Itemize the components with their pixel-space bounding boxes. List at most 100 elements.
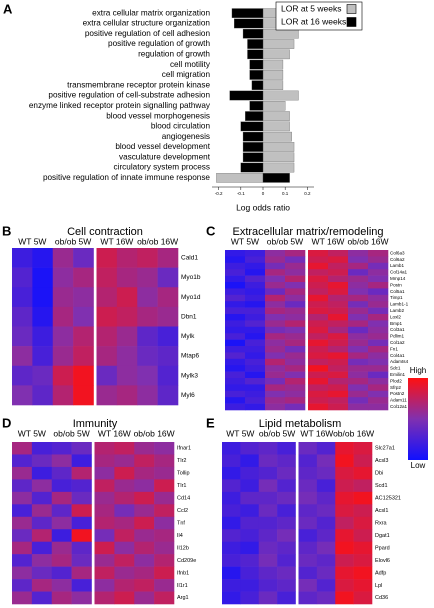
heatmap-cell bbox=[52, 346, 74, 367]
heatmap-cell bbox=[240, 554, 260, 567]
row-label: Cd36 bbox=[375, 595, 388, 601]
category-label: positive regulation of growth bbox=[108, 39, 210, 48]
heatmap-cell bbox=[114, 541, 135, 555]
heatmap-cell bbox=[73, 385, 94, 406]
heatmap-cell bbox=[114, 566, 135, 580]
heatmap-cell bbox=[335, 504, 354, 518]
heatmap-cell bbox=[157, 287, 179, 308]
heatmap-cell bbox=[353, 529, 373, 542]
heatmap-cell bbox=[265, 288, 286, 296]
heatmap-cell bbox=[328, 314, 349, 321]
heatmap-cell bbox=[71, 479, 92, 493]
heatmap-cell bbox=[245, 333, 266, 340]
heatmap-cell bbox=[285, 269, 306, 276]
heatmap-cell bbox=[225, 339, 246, 347]
heatmap-cell bbox=[348, 288, 369, 296]
heatmap-cell bbox=[277, 466, 296, 480]
heatmap-cell bbox=[308, 352, 329, 360]
group-label: WT 16W bbox=[300, 428, 333, 438]
heatmap-cell bbox=[245, 352, 266, 360]
heatmap-cell bbox=[265, 346, 286, 353]
heatmap-cell bbox=[308, 390, 329, 398]
heatmap-cell bbox=[258, 442, 278, 455]
row-label: Scd1 bbox=[375, 483, 388, 489]
heatmap-cell bbox=[12, 466, 33, 480]
heatmap-cell bbox=[308, 250, 329, 257]
heatmap-cell bbox=[52, 306, 74, 327]
heatmap-cell bbox=[240, 442, 260, 455]
heatmap-cell bbox=[225, 390, 246, 398]
heatmap-cell bbox=[12, 326, 33, 347]
heatmap-cell bbox=[368, 403, 389, 411]
heatmap-cell bbox=[154, 579, 175, 592]
heatmap-cell bbox=[316, 504, 336, 518]
heatmap-cell bbox=[31, 442, 53, 455]
group-label: WT 5W bbox=[18, 236, 46, 246]
panel-title: Extracellular matrix/remodeling bbox=[233, 226, 384, 238]
row-label: Emilin1 bbox=[390, 372, 406, 377]
heatmap-cell bbox=[335, 466, 354, 480]
x-axis-label: Log odds ratio bbox=[236, 202, 290, 212]
heatmap-cell bbox=[368, 250, 389, 257]
heatmap-cell bbox=[31, 516, 53, 530]
panel-title: Immunity bbox=[73, 418, 118, 430]
bar bbox=[249, 101, 264, 111]
heatmap-cell bbox=[240, 579, 260, 592]
heatmap-cell bbox=[73, 326, 94, 347]
heatmap-cell bbox=[265, 326, 286, 334]
heatmap-cell bbox=[73, 267, 94, 288]
heatmap-cell bbox=[94, 442, 115, 455]
row-label: Arg1 bbox=[177, 595, 189, 601]
heatmap-cell bbox=[32, 365, 54, 386]
heatmap-cell bbox=[348, 384, 369, 392]
row-label: Myo1d bbox=[181, 294, 201, 301]
heatmap-cell bbox=[137, 267, 158, 288]
heatmap-cell bbox=[265, 358, 286, 366]
bar bbox=[262, 59, 284, 70]
bar bbox=[262, 173, 290, 183]
category-label: vasculature development bbox=[119, 152, 211, 161]
row-label: Col4a1 bbox=[390, 353, 405, 358]
heatmap-cell bbox=[298, 479, 318, 493]
heatmap-cell bbox=[353, 566, 373, 580]
heatmap-cell bbox=[258, 454, 278, 468]
heatmap-cell bbox=[328, 269, 349, 276]
heatmap-cell bbox=[225, 294, 246, 302]
heatmap-cell bbox=[114, 491, 135, 505]
heatmap-cell bbox=[222, 454, 241, 468]
heatmap-cell bbox=[137, 326, 158, 347]
heatmap-cell bbox=[298, 554, 318, 567]
heatmap-cell bbox=[298, 466, 318, 480]
heatmap-cell bbox=[240, 516, 260, 530]
heatmap-cell bbox=[222, 529, 241, 542]
heatmap-cell bbox=[335, 491, 354, 505]
x-tick-label: -0.2 bbox=[215, 191, 223, 196]
heatmap-cell bbox=[245, 397, 266, 404]
heatmap-cell bbox=[94, 516, 115, 530]
heatmap-cell bbox=[157, 306, 179, 327]
heatmap-cell bbox=[225, 333, 246, 340]
heatmap-cell bbox=[298, 491, 318, 505]
heatmap-cell bbox=[328, 371, 349, 379]
x-tick-label: 0 bbox=[262, 191, 265, 196]
row-label: Mtap6 bbox=[181, 353, 199, 360]
heatmap-cell bbox=[368, 262, 389, 270]
row-label: Mylk bbox=[181, 333, 195, 340]
heatmap-cell bbox=[328, 282, 349, 289]
bar bbox=[262, 131, 292, 142]
heatmap-cell bbox=[71, 566, 92, 580]
bar bbox=[262, 28, 299, 39]
heatmap-cell bbox=[245, 326, 266, 334]
heatmap-cell bbox=[265, 365, 286, 372]
heatmap-cell bbox=[12, 541, 33, 555]
heatmap-cell bbox=[368, 320, 389, 328]
heatmap-cell bbox=[222, 491, 241, 505]
heatmap-cell bbox=[328, 390, 349, 398]
heatmap-cell bbox=[240, 566, 260, 580]
heatmap-cell bbox=[52, 385, 74, 406]
heatmap-cell bbox=[308, 358, 329, 366]
heatmap-cell bbox=[368, 384, 389, 392]
heatmap-cell bbox=[116, 326, 138, 347]
heatmap-cell bbox=[137, 385, 158, 406]
heatmap-cell bbox=[348, 352, 369, 360]
